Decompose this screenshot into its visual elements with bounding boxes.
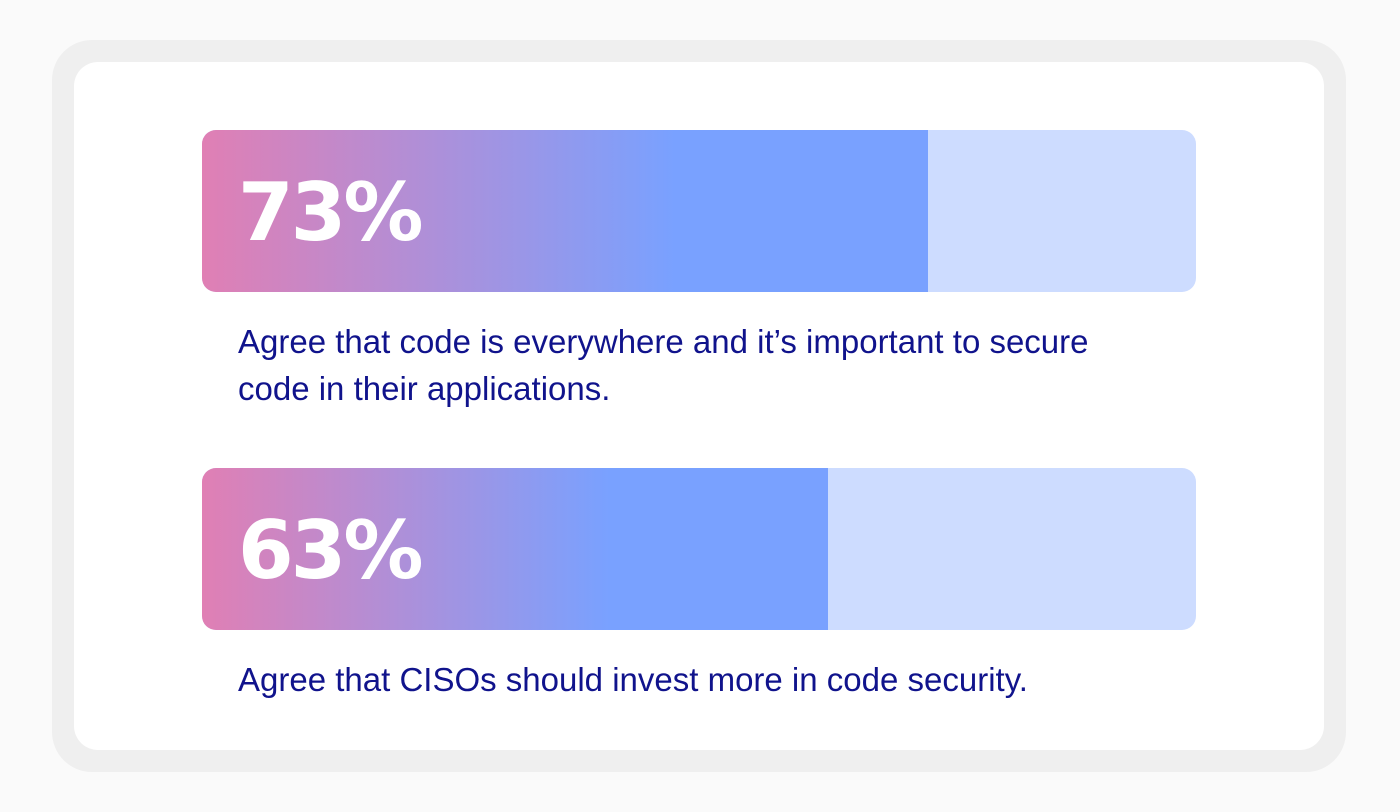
bar-value-label: 73% xyxy=(238,166,423,259)
bar-caption: Agree that code is everywhere and it’s i… xyxy=(238,323,1089,407)
stat-ciso-invest: 63% Agree that CISOs should invest more … xyxy=(202,468,1196,703)
bar-track: 63% xyxy=(202,468,1196,630)
outer-frame: 73% Agree that code is everywhere and it… xyxy=(52,40,1346,772)
bar-fill xyxy=(202,468,829,630)
stat-code-everywhere: 73% Agree that code is everywhere and it… xyxy=(202,130,1196,412)
stats-card: 73% Agree that code is everywhere and it… xyxy=(74,62,1324,750)
bar-value-label: 63% xyxy=(238,504,423,597)
bar-track: 73% xyxy=(202,130,1196,292)
bar-caption: Agree that CISOs should invest more in c… xyxy=(238,661,1028,698)
bar-fill xyxy=(202,130,928,292)
